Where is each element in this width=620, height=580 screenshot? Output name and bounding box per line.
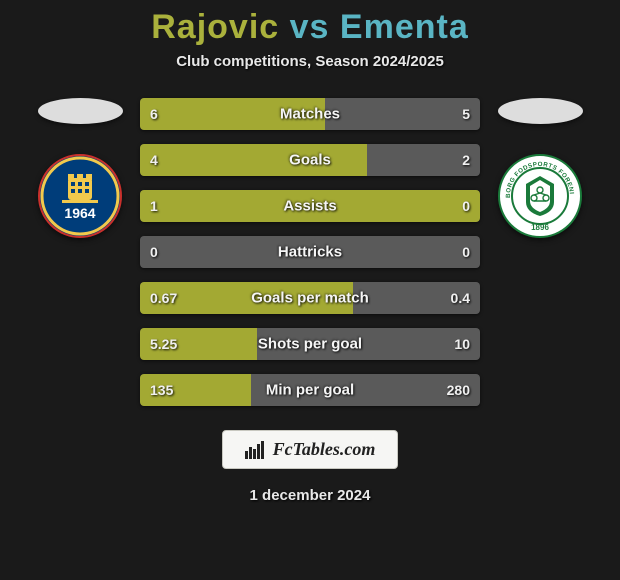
right-crest: VIBORG FODSPORTS FORENING 1896 bbox=[498, 154, 582, 238]
bar-right bbox=[325, 98, 480, 130]
stat-row: Min per goal 135 280 bbox=[140, 374, 480, 406]
left-crest-svg: 1964 bbox=[38, 154, 122, 238]
bar-value-right: 10 bbox=[454, 336, 470, 352]
bar-value-right: 0 bbox=[462, 244, 470, 260]
left-crest: 1964 bbox=[38, 154, 122, 238]
bar-label: Matches bbox=[280, 106, 340, 123]
player1-name: Rajovic bbox=[151, 8, 279, 46]
bar-label: Hattricks bbox=[278, 244, 342, 261]
bar-value-left: 4 bbox=[150, 152, 158, 168]
bar-value-right: 0.4 bbox=[451, 290, 470, 306]
svg-text:1964: 1964 bbox=[64, 205, 95, 221]
left-flag-ellipse bbox=[38, 98, 123, 124]
bar-value-right: 0 bbox=[462, 198, 470, 214]
stat-bars: Matches65Goals42Assists10Hattricks00Goal… bbox=[140, 98, 480, 406]
fctables-text: FcTables.com bbox=[273, 439, 376, 460]
bar-value-left: 6 bbox=[150, 106, 158, 122]
container: Rajovic vs Ementa Club competitions, Sea… bbox=[0, 0, 620, 580]
bar-label: Min per goal bbox=[266, 382, 354, 399]
bar-label: Assists bbox=[283, 198, 336, 215]
left-side-col: 1964 bbox=[20, 98, 140, 238]
bar-value-right: 280 bbox=[447, 382, 470, 398]
right-flag-ellipse bbox=[498, 98, 583, 124]
bar-value-left: 5.25 bbox=[150, 336, 177, 352]
stat-row: Goals 4 2 bbox=[140, 144, 480, 176]
fctables-logo: FcTables.com bbox=[222, 430, 399, 469]
bar-label: Shots per goal bbox=[258, 336, 362, 353]
bar-label: Goals bbox=[289, 152, 331, 169]
bar-label: Goals per match bbox=[251, 290, 369, 307]
right-crest-svg: VIBORG FODSPORTS FORENING 1896 bbox=[498, 154, 582, 238]
player2-name: Ementa bbox=[340, 8, 469, 46]
subtitle: Club competitions, Season 2024/2025 bbox=[176, 53, 444, 70]
right-side-col: VIBORG FODSPORTS FORENING 1896 bbox=[480, 98, 600, 238]
stat-row: Matches 6 5 bbox=[140, 98, 480, 130]
svg-text:1896: 1896 bbox=[531, 223, 549, 232]
page-title: Rajovic vs Ementa bbox=[151, 8, 469, 47]
bar-value-right: 2 bbox=[462, 152, 470, 168]
date: 1 december 2024 bbox=[250, 487, 371, 504]
bar-value-left: 135 bbox=[150, 382, 173, 398]
bars-icon bbox=[245, 441, 267, 459]
bar-value-left: 0.67 bbox=[150, 290, 177, 306]
bar-left bbox=[140, 144, 367, 176]
stat-row: Goals per match 0.67 0.4 bbox=[140, 282, 480, 314]
stat-row: Assists 1 0 bbox=[140, 190, 480, 222]
bar-value-left: 1 bbox=[150, 198, 158, 214]
vs-text: vs bbox=[290, 8, 330, 46]
stat-row: Shots per goal 5.25 10 bbox=[140, 328, 480, 360]
stat-row: Hattricks 0 0 bbox=[140, 236, 480, 268]
bar-value-left: 0 bbox=[150, 244, 158, 260]
bar-value-right: 5 bbox=[462, 106, 470, 122]
main-row: 1964 Matches65Goals42Assists10Hattricks0… bbox=[0, 98, 620, 406]
